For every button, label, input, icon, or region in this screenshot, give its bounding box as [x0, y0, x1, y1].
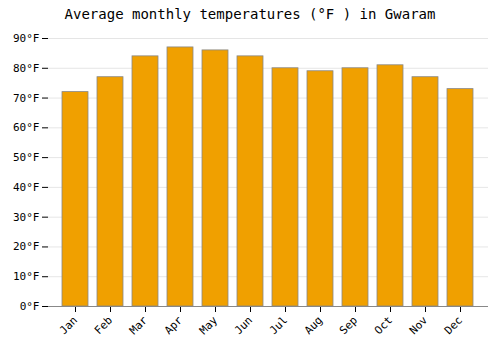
svg-text:10°F: 10°F — [13, 270, 40, 283]
svg-text:Aug: Aug — [302, 314, 325, 337]
svg-text:80°F: 80°F — [13, 62, 40, 75]
svg-text:0°F: 0°F — [20, 300, 40, 313]
svg-text:70°F: 70°F — [13, 92, 40, 105]
svg-text:Feb: Feb — [92, 314, 115, 337]
svg-text:Oct: Oct — [372, 314, 395, 337]
html-text:Average monthly temperatures (: Average monthly temperatures (°F ) in Gw… — [64, 6, 436, 22]
svg-text:Dec: Dec — [442, 314, 465, 337]
svg-text:60°F: 60°F — [13, 121, 40, 134]
svg-text:Jun: Jun — [232, 314, 255, 337]
svg-text:Sep: Sep — [337, 314, 360, 337]
svg-text:50°F: 50°F — [13, 151, 40, 164]
svg-text:Mar: Mar — [127, 313, 151, 337]
svg-text:Nov: Nov — [407, 313, 431, 337]
svg-text:Jul: Jul — [267, 314, 290, 337]
svg-text:90°F: 90°F — [13, 32, 40, 45]
svg-text:Jan: Jan — [57, 314, 80, 337]
svg-text:40°F: 40°F — [13, 181, 40, 194]
svg-text:May: May — [197, 313, 221, 337]
svg-text:Apr: Apr — [162, 313, 186, 337]
svg-text:20°F: 20°F — [13, 240, 40, 253]
svg-text:30°F: 30°F — [13, 211, 40, 224]
